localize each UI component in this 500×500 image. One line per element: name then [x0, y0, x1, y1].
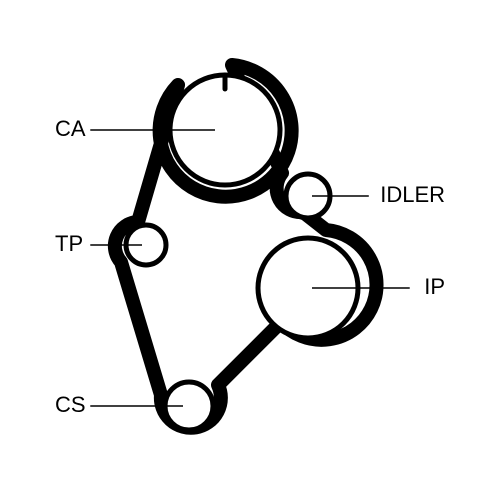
belt-routing-diagram: CA IDLER TP IP CS	[0, 0, 500, 500]
label-cs: CS	[55, 392, 86, 417]
label-ip: IP	[424, 274, 445, 299]
label-idler: IDLER	[380, 182, 445, 207]
label-tp: TP	[55, 231, 83, 256]
label-ca: CA	[55, 116, 86, 141]
